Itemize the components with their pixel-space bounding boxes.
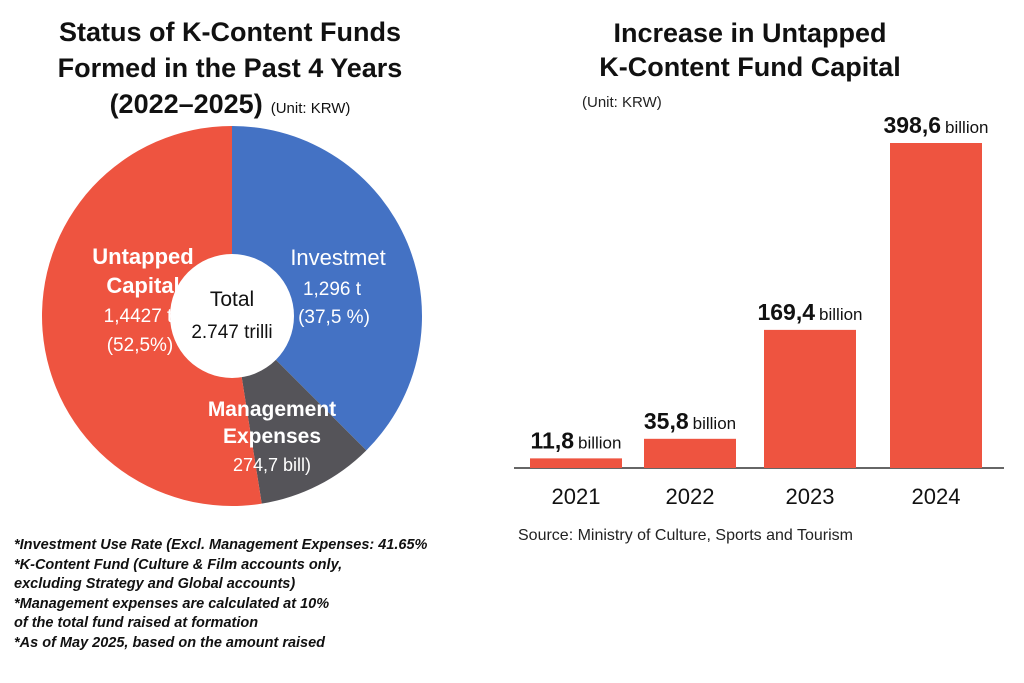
pie-title-line-1: Status of K-Content Funds — [59, 17, 401, 47]
bar-value-label-2023: 169,4 billion — [757, 299, 862, 325]
pie-label-untapped-name-2: Capital — [106, 273, 179, 298]
bar-chart-title: Increase in Untapped K-Content Fund Capi… — [520, 16, 980, 84]
bar-2021[interactable] — [530, 458, 622, 468]
bar-category-label-2022: 2022 — [666, 484, 715, 509]
pie-label-untapped-percent: (52,5%) — [107, 335, 174, 356]
pie-label-investment-percent: (37,5 %) — [298, 307, 370, 328]
pie-chart: Total 2.747 trilli Investmet 1,296 t (37… — [42, 126, 423, 506]
pie-slice-investment[interactable] — [232, 126, 423, 451]
bar-2023[interactable] — [764, 329, 856, 468]
pie-label-untapped-name-1: Untapped — [92, 244, 193, 269]
footnote-4: *Management expenses are calculated at 1… — [14, 595, 330, 612]
pie-center-total-value: 2.747 trilli — [191, 322, 272, 343]
footnote-1: *Investment Use Rate (Excl. Management E… — [14, 537, 428, 553]
pie-center-total-label: Total — [210, 288, 254, 311]
bar-series: 11,8 billion 2021 35,8 billion 2022 169,4 billi… — [530, 112, 989, 509]
bar-category-label-2021: 2021 — [552, 484, 601, 509]
bar-category-label-2024: 2024 — [912, 484, 961, 509]
footnote-2: *K-Content Fund (Culture & Film accounts… — [14, 556, 343, 573]
footnotes: *Investment Use Rate (Excl. Management E… — [14, 536, 484, 654]
bar-value-label-2022: 35,8 billion — [644, 408, 736, 434]
bar-2022[interactable] — [644, 438, 736, 468]
pie-label-investment-name: Investmet — [290, 245, 385, 270]
bar-title-line-1: Increase in Untapped — [613, 18, 887, 48]
pie-slice-untapped-capital[interactable] — [42, 126, 262, 506]
pie-label-management-name-2: Expenses — [223, 425, 321, 448]
footnote-6: *As of May 2025, based on the amount rai… — [14, 634, 326, 651]
pie-center-hole — [170, 254, 294, 378]
bar-value-label-2024: 398,6 billion — [883, 112, 988, 138]
pie-label-management-amount: 274,7 bill) — [233, 455, 311, 475]
bar-category-label-2023: 2023 — [786, 484, 835, 509]
bar-unit-label: (Unit: KRW) — [582, 94, 662, 111]
bar-title-line-2: K-Content Fund Capital — [599, 52, 901, 82]
pie-title-line-3: (2022–2025) — [109, 89, 263, 119]
pie-label-management-name-1: Management — [208, 398, 336, 421]
source-note: Source: Ministry of Culture, Sports and … — [518, 527, 853, 544]
pie-unit-label: (Unit: KRW) — [270, 100, 351, 117]
pie-chart-title: Status of K-Content Funds Formed in the … — [0, 14, 460, 127]
bar-2024[interactable] — [890, 143, 982, 468]
footnote-3: excluding Strategy and Global accounts) — [14, 576, 296, 593]
pie-label-untapped-amount: 1,4427 t — [104, 306, 173, 327]
pie-title-line-2: Formed in the Past 4 Years — [57, 53, 403, 83]
footnote-5: of the total fund raised at formation — [14, 615, 259, 632]
bar-value-label-2021: 11,8 billion — [531, 427, 622, 453]
bar-chart: 11,8 billion 2021 35,8 billion 2022 169,4 billi… — [514, 112, 1004, 509]
pie-label-investment-amount: 1,296 t — [303, 279, 362, 300]
